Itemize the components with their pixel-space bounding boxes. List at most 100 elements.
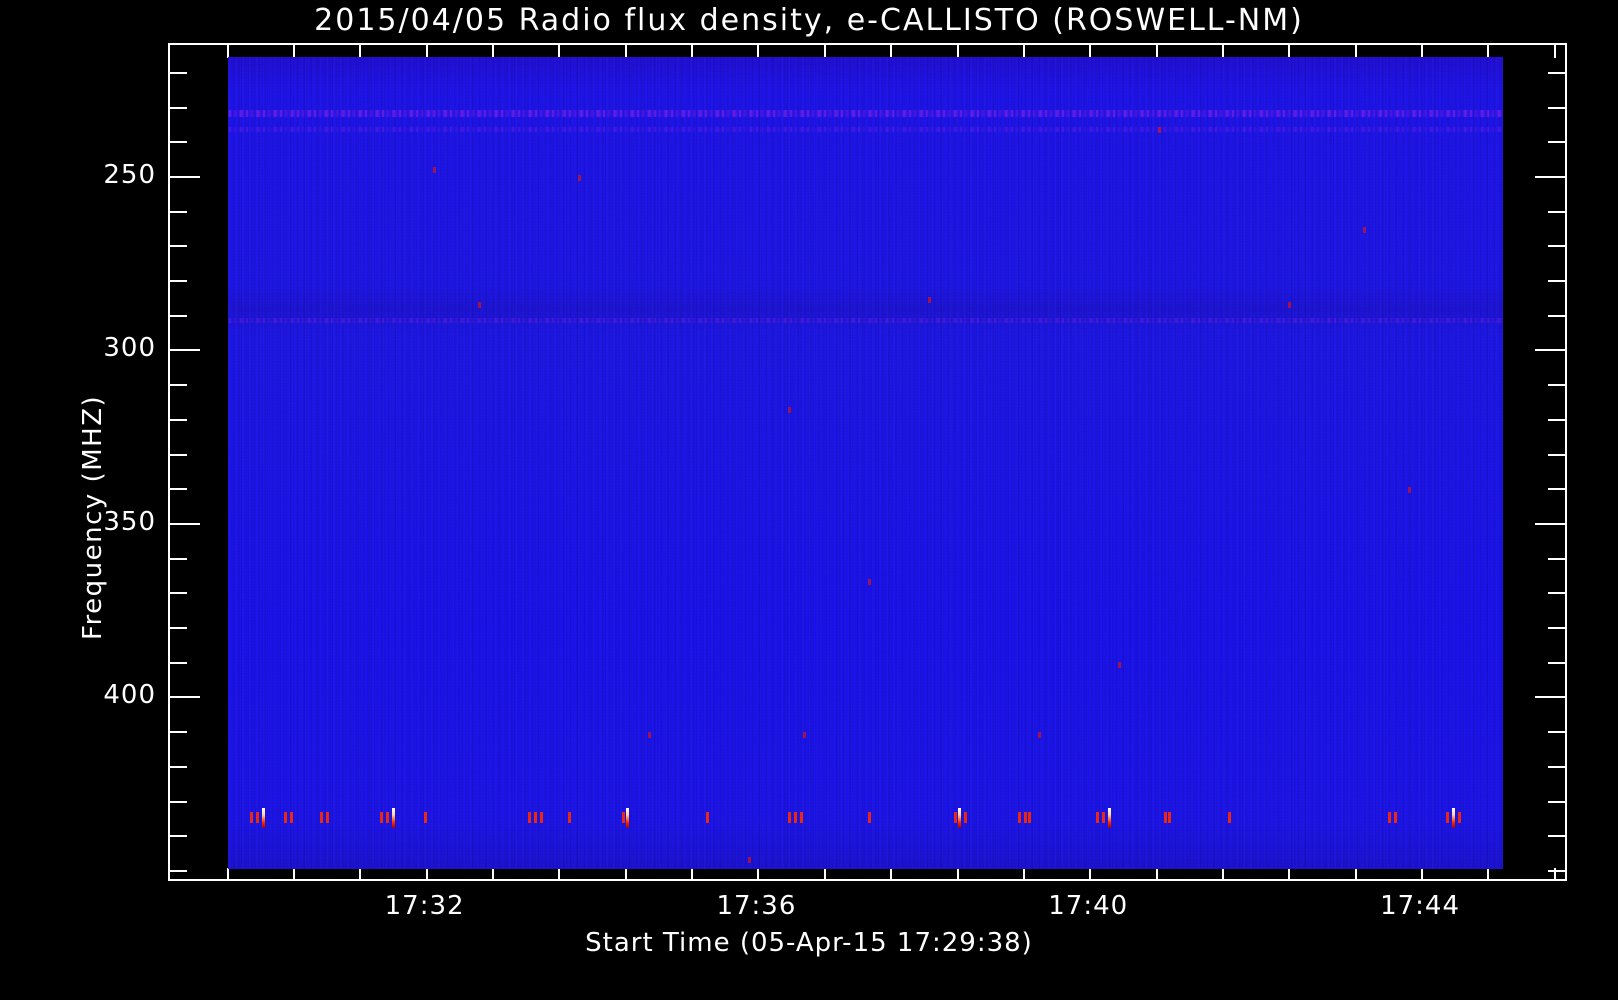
y-tick-minor (170, 661, 187, 664)
x-tick-minor (1354, 868, 1357, 881)
y-tick-minor (170, 280, 187, 283)
x-tick-top-major (757, 45, 760, 67)
rfi-spike (262, 807, 265, 828)
y-tick-label: 350 (103, 506, 156, 537)
rfi-spike (954, 811, 957, 823)
noise-speck (1288, 302, 1291, 308)
rfi-spike (706, 811, 709, 823)
rfi-spike (1028, 811, 1031, 823)
rfi-spike (424, 811, 427, 823)
noise-speck (1038, 732, 1041, 738)
spectrogram-image (228, 57, 1503, 869)
y-tick-label: 250 (103, 159, 156, 190)
rfi-spike (1024, 811, 1027, 823)
noise-speck (1158, 127, 1161, 133)
rfi-spike (1394, 811, 1397, 823)
y-tick-right-minor (1548, 245, 1565, 248)
y-tick-right-minor (1548, 800, 1565, 803)
y-tick-right-minor (1548, 71, 1565, 74)
x-tick-minor (1022, 868, 1025, 881)
rfi-spike (256, 811, 259, 823)
x-tick-top-minor (491, 45, 494, 58)
x-tick-minor (292, 868, 295, 881)
y-tick-minor (170, 800, 187, 803)
noise-speck (1363, 227, 1366, 233)
rfi-spike (386, 811, 389, 823)
page-title: 2015/04/05 Radio flux density, e-CALLIST… (314, 3, 1304, 38)
y-tick-minor (170, 835, 187, 838)
x-tick-minor (1155, 868, 1158, 881)
x-tick-minor (691, 868, 694, 881)
y-tick-minor (170, 488, 187, 491)
noise-speck (1408, 487, 1411, 493)
x-tick-top-minor (1553, 45, 1556, 58)
rfi-spike (1168, 811, 1171, 823)
spectrogram-horizontal-noise (228, 57, 1503, 869)
y-tick-minor (170, 592, 187, 595)
y-tick-right-minor (1548, 765, 1565, 768)
y-tick-right-major (1535, 522, 1565, 525)
x-tick-top-minor (890, 45, 893, 58)
rfi-spike (540, 811, 543, 823)
x-tick-major (757, 859, 760, 881)
x-tick-top-minor (624, 45, 627, 58)
noise-speck (928, 297, 931, 303)
rfi-band-secondary (228, 126, 1503, 132)
spectrogram-base-layer (228, 57, 1503, 869)
x-tick-top-minor (292, 45, 295, 58)
rfi-spike (1452, 807, 1455, 828)
y-tick-right-minor (1548, 661, 1565, 664)
noise-speck (868, 579, 871, 585)
y-tick-minor (170, 71, 187, 74)
rfi-band-upper (228, 109, 1503, 117)
y-tick-minor (170, 141, 187, 144)
y-tick-right-minor (1548, 488, 1565, 491)
rfi-spike (1164, 811, 1167, 823)
y-tick-right-minor (1548, 731, 1565, 734)
x-tick-major (1089, 859, 1092, 881)
noise-speck (578, 175, 581, 181)
y-tick-right-minor (1548, 557, 1565, 560)
noise-speck (648, 732, 651, 738)
rfi-spike (1388, 811, 1391, 823)
y-tick-right-minor (1548, 835, 1565, 838)
x-tick-minor (890, 868, 893, 881)
x-tick-label: 17:32 (384, 891, 465, 921)
rfi-spike (1108, 807, 1111, 828)
x-tick-minor (1553, 868, 1556, 881)
x-tick-minor (1221, 868, 1224, 881)
rfi-spike (380, 811, 383, 823)
noise-speck (478, 302, 481, 308)
y-tick-right-minor (1548, 141, 1565, 144)
rfi-spike (1018, 811, 1021, 823)
x-tick-top-major (1421, 45, 1424, 67)
y-tick-right-major (1535, 349, 1565, 352)
y-tick-major (170, 349, 200, 352)
x-tick-top-minor (1288, 45, 1291, 58)
x-tick-minor (956, 868, 959, 881)
y-tick-right-minor (1548, 453, 1565, 456)
y-tick-minor (170, 384, 187, 387)
y-tick-right-minor (1548, 592, 1565, 595)
noise-speck (788, 407, 791, 413)
x-tick-label: 17:40 (1048, 891, 1129, 921)
x-tick-minor (226, 868, 229, 881)
y-tick-label: 400 (103, 680, 156, 711)
rfi-band-mid (228, 317, 1503, 323)
rfi-spike (534, 811, 537, 823)
spectrogram-vertical-noise-dark (228, 57, 1503, 869)
rfi-spike (868, 811, 871, 823)
y-tick-minor (170, 765, 187, 768)
y-tick-major (170, 175, 200, 178)
y-tick-minor (170, 870, 187, 872)
x-tick-top-minor (823, 45, 826, 58)
noise-speck (433, 167, 436, 173)
y-tick-minor (170, 245, 187, 248)
x-tick-minor (558, 868, 561, 881)
rfi-spike (626, 807, 629, 828)
y-tick-minor (170, 210, 187, 213)
y-tick-right-major (1535, 175, 1565, 178)
rfi-spike (250, 811, 253, 823)
x-tick-top-minor (1487, 45, 1490, 58)
x-tick-top-minor (1221, 45, 1224, 58)
